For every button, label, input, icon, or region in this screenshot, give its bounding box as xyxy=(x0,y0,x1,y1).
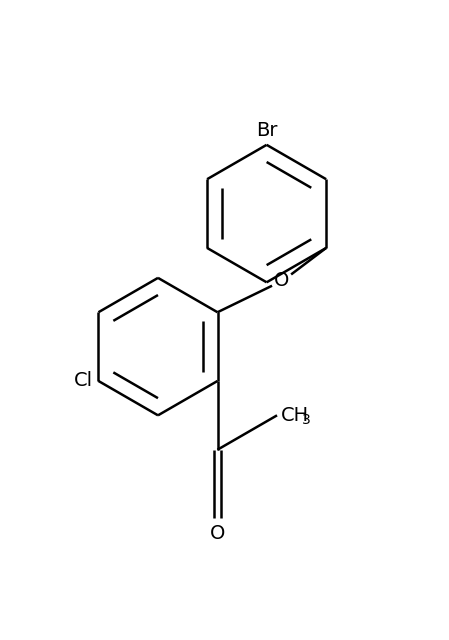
Text: O: O xyxy=(210,524,225,543)
Text: CH: CH xyxy=(281,406,309,425)
Text: Br: Br xyxy=(256,120,277,140)
Text: 3: 3 xyxy=(302,413,311,427)
Text: Cl: Cl xyxy=(74,371,93,390)
Text: O: O xyxy=(274,271,289,289)
